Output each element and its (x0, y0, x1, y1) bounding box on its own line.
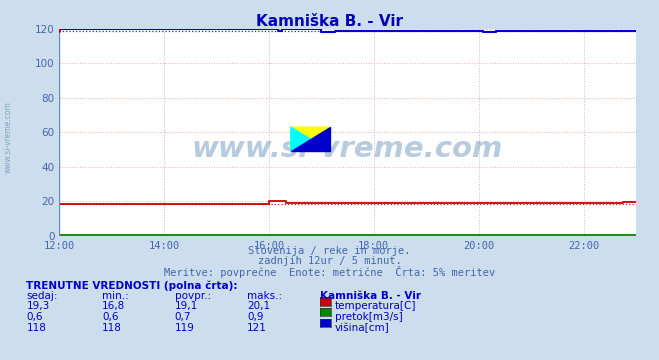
Text: zadnjih 12ur / 5 minut.: zadnjih 12ur / 5 minut. (258, 256, 401, 266)
Polygon shape (291, 127, 330, 151)
Text: Kamniška B. - Vir: Kamniška B. - Vir (256, 14, 403, 29)
Text: 0,6: 0,6 (102, 312, 119, 322)
Polygon shape (291, 127, 330, 151)
Text: Meritve: povprečne  Enote: metrične  Črta: 5% meritev: Meritve: povprečne Enote: metrične Črta:… (164, 266, 495, 278)
Text: min.:: min.: (102, 291, 129, 301)
Text: 118: 118 (26, 323, 46, 333)
Text: 19,1: 19,1 (175, 301, 198, 311)
Text: 0,9: 0,9 (247, 312, 264, 322)
Text: pretok[m3/s]: pretok[m3/s] (335, 312, 403, 322)
Text: www.si-vreme.com: www.si-vreme.com (3, 101, 13, 173)
Text: 121: 121 (247, 323, 267, 333)
Text: 118: 118 (102, 323, 122, 333)
Text: 0,6: 0,6 (26, 312, 43, 322)
Text: 20,1: 20,1 (247, 301, 270, 311)
Text: 0,7: 0,7 (175, 312, 191, 322)
Text: Kamniška B. - Vir: Kamniška B. - Vir (320, 291, 420, 301)
Text: 19,3: 19,3 (26, 301, 49, 311)
Text: TRENUTNE VREDNOSTI (polna črta):: TRENUTNE VREDNOSTI (polna črta): (26, 281, 238, 291)
Text: maks.:: maks.: (247, 291, 282, 301)
Text: 16,8: 16,8 (102, 301, 125, 311)
Text: povpr.:: povpr.: (175, 291, 211, 301)
Text: višina[cm]: višina[cm] (335, 323, 389, 333)
Text: 119: 119 (175, 323, 194, 333)
Text: www.si-vreme.com: www.si-vreme.com (192, 135, 503, 163)
Text: Slovenija / reke in morje.: Slovenija / reke in morje. (248, 246, 411, 256)
Text: sedaj:: sedaj: (26, 291, 58, 301)
Polygon shape (291, 127, 330, 151)
Text: temperatura[C]: temperatura[C] (335, 301, 416, 311)
